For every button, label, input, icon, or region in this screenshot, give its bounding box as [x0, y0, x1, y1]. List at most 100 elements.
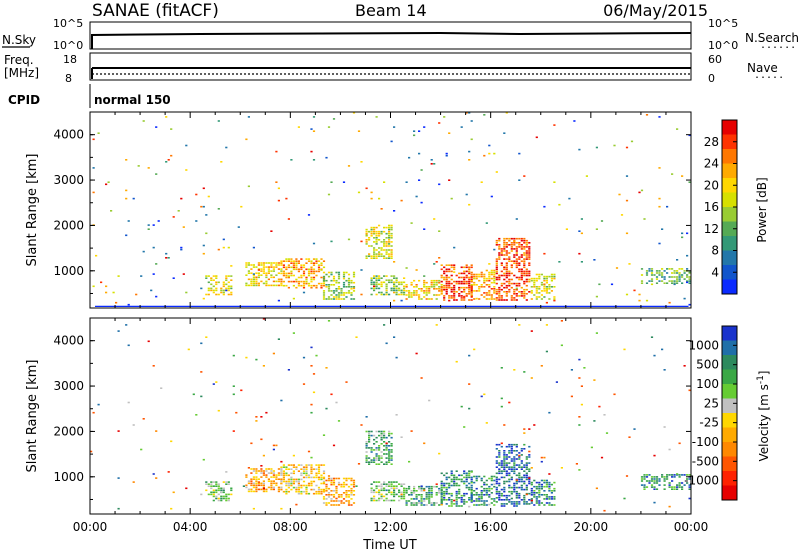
- velocity-cell: [400, 497, 403, 500]
- power-cell: [520, 248, 523, 250]
- velocity-cell: [460, 505, 463, 507]
- power-cell: [388, 226, 391, 229]
- power-cell: [327, 286, 331, 288]
- power-cell: [320, 282, 323, 285]
- power-cell: [373, 237, 376, 239]
- velocity-cell: [578, 358, 581, 361]
- power-cell: [217, 293, 220, 296]
- power-cell: [653, 274, 656, 276]
- power-cell: [500, 295, 503, 297]
- velocity-cell: [445, 488, 448, 491]
- velocity-cell: [470, 497, 473, 499]
- power-cell: [545, 289, 548, 292]
- velocity-cell: [523, 499, 526, 501]
- power-cell: [385, 237, 388, 239]
- power-cell: [445, 268, 448, 271]
- velocity-cell: [317, 470, 321, 472]
- velocity-cell: [390, 443, 393, 445]
- velocity-cell: [538, 492, 541, 494]
- velocity-cell: [277, 486, 280, 489]
- velocity-cell: [543, 494, 546, 496]
- power-cell: [485, 269, 488, 272]
- power-cell: [435, 279, 438, 282]
- power-cell: [202, 252, 205, 255]
- power-cell: [310, 284, 313, 287]
- power-cell: [210, 287, 213, 290]
- power-cell: [433, 279, 436, 282]
- power-cell: [205, 293, 208, 296]
- velocity-cell: [463, 476, 466, 479]
- cpid-panel: CPID normal 150: [8, 84, 171, 108]
- velocity-cell: [378, 463, 381, 465]
- velocity-cell: [380, 487, 383, 490]
- velocity-cell: [445, 503, 448, 505]
- power-cell: [302, 284, 306, 287]
- power-cell: [493, 248, 496, 251]
- velocity-cell: [525, 488, 528, 491]
- power-cell: [215, 287, 218, 290]
- velocity-cell: [365, 455, 368, 457]
- power-cell: [518, 262, 521, 264]
- velocity-cell: [495, 480, 498, 483]
- power-cell: [445, 278, 448, 281]
- velocity-cell: [478, 494, 481, 496]
- velocity-cell: [205, 336, 208, 338]
- velocity-cell: [515, 474, 518, 477]
- power-cell: [388, 281, 391, 284]
- power-cell: [443, 295, 446, 297]
- power-cell: [495, 258, 498, 260]
- velocity-cell: [360, 424, 363, 426]
- power-cell: [505, 295, 508, 297]
- velocity-cell: [337, 477, 341, 480]
- power-cell: [508, 282, 511, 285]
- power-cell: [383, 255, 386, 257]
- velocity-cell: [380, 483, 383, 485]
- velocity-cell: [503, 466, 506, 468]
- power-cell: [408, 296, 411, 298]
- velocity-cell: [383, 430, 386, 433]
- velocity-cell: [342, 502, 346, 504]
- power-cell: [428, 292, 431, 294]
- power-cell: [245, 262, 248, 264]
- velocity-cell: [643, 486, 646, 488]
- velocity-cell: [553, 498, 556, 500]
- velocity-cell: [227, 483, 230, 485]
- velocity-cell: [545, 350, 548, 353]
- power-cell: [450, 291, 453, 293]
- power-cell: [270, 230, 273, 232]
- power-cell: [528, 270, 531, 273]
- velocity-cell: [398, 495, 401, 498]
- velocity-cell: [250, 482, 253, 485]
- power-cell: [177, 210, 180, 212]
- velocity-cell: [515, 490, 518, 493]
- power-cell: [518, 264, 521, 266]
- velocity-cell: [470, 492, 473, 495]
- power-cell: [681, 175, 684, 177]
- velocity-cell: [440, 490, 443, 492]
- power-cell: [528, 274, 531, 277]
- velocity-cell: [440, 482, 443, 485]
- velocity-cell: [212, 495, 215, 498]
- velocity-cell: [388, 445, 391, 447]
- power-cell: [393, 277, 396, 279]
- power-cell: [525, 268, 528, 271]
- velocity-cell: [410, 498, 413, 500]
- velocity-cell: [295, 490, 298, 493]
- power-cell: [503, 248, 506, 250]
- velocity-cell: [287, 482, 290, 485]
- power-cell: [272, 270, 275, 272]
- velocity-cell: [661, 348, 664, 351]
- power-cell: [365, 243, 368, 245]
- power-cell: [468, 266, 471, 269]
- velocity-cell: [453, 480, 456, 483]
- power-cell: [510, 282, 513, 285]
- power-cell: [453, 293, 456, 295]
- velocity-cell: [330, 498, 333, 500]
- velocity-cell: [393, 493, 396, 496]
- velocity-cell: [300, 486, 303, 489]
- velocity-cell: [403, 487, 406, 490]
- power-cell: [468, 203, 471, 206]
- power-cell: [498, 299, 501, 301]
- velocity-cell: [375, 499, 378, 502]
- power-cell: [330, 271, 333, 274]
